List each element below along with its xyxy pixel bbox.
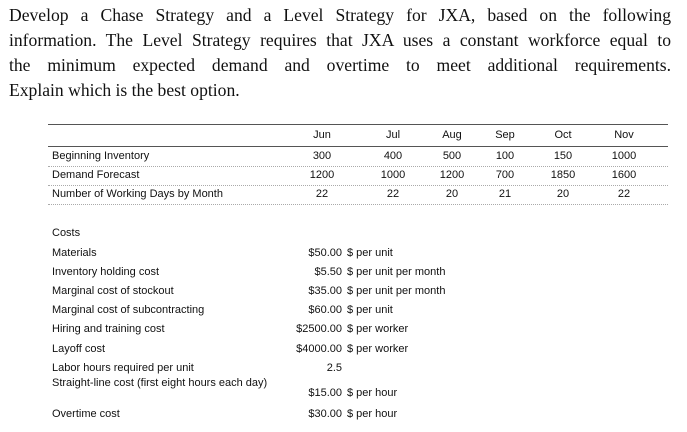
cost-value: $60.00 <box>308 304 342 316</box>
cell: 500 <box>442 150 462 162</box>
cost-value: $50.00 <box>308 247 342 259</box>
intro-line: Explain which is the best option. <box>9 80 240 100</box>
intro-line: information. The Level Strategy requires… <box>9 30 671 50</box>
table-top-rule <box>48 124 668 125</box>
cost-unit: $ per hour <box>347 387 398 399</box>
cell: 300 <box>312 150 332 162</box>
cost-unit: $ per hour <box>347 408 398 420</box>
column-header: Aug <box>442 129 462 141</box>
column-header: Jul <box>385 129 401 141</box>
cell: 1000 <box>380 169 406 181</box>
cost-label: Inventory holding cost <box>52 266 160 278</box>
cost-value: $4000.00 <box>296 343 342 355</box>
row-label: Demand Forecast <box>52 169 140 181</box>
row-divider <box>48 204 668 205</box>
cell: 20 <box>445 188 459 200</box>
cell: 1850 <box>550 169 576 181</box>
column-header: Jun <box>313 129 331 141</box>
cost-unit: $ per unit <box>347 304 393 316</box>
cost-value: $2500.00 <box>296 323 342 335</box>
cell: 400 <box>383 150 403 162</box>
cost-label: Straight-line cost (first eight hours ea… <box>52 377 268 389</box>
cell: 22 <box>617 188 631 200</box>
cell: 22 <box>386 188 400 200</box>
table-header-rule <box>48 146 668 147</box>
cost-unit: $ per unit per month <box>347 266 446 278</box>
cell: 150 <box>553 150 573 162</box>
row-label: Number of Working Days by Month <box>52 188 223 200</box>
cell: 1600 <box>611 169 637 181</box>
cost-unit: $ per unit per month <box>347 285 446 297</box>
intro-line: Develop a Chase Strategy and a Level Str… <box>9 5 671 25</box>
column-header: Nov <box>614 129 634 141</box>
row-divider <box>48 185 668 186</box>
cost-unit: $ per worker <box>347 343 409 355</box>
cost-value: $35.00 <box>308 285 342 297</box>
cost-label: Hiring and training cost <box>52 323 165 335</box>
cell: 1000 <box>611 150 637 162</box>
cell: 100 <box>495 150 515 162</box>
cost-label: Marginal cost of stockout <box>52 285 174 297</box>
column-header: Sep <box>495 129 515 141</box>
cost-value: $15.00 <box>308 387 342 399</box>
cost-label: Labor hours required per unit <box>52 362 194 374</box>
cell: 1200 <box>439 169 465 181</box>
cell: 21 <box>498 188 512 200</box>
cell: 22 <box>315 188 329 200</box>
cost-label: Marginal cost of subcontracting <box>52 304 205 316</box>
intro-line: the minimum expected demand and overtime… <box>9 55 671 75</box>
cost-unit: $ per unit <box>347 247 393 259</box>
cost-value: $30.00 <box>308 408 342 420</box>
cell: 1200 <box>309 169 335 181</box>
costs-title: Costs <box>52 227 81 239</box>
cost-value: 2.5 <box>326 362 342 374</box>
cost-label: Layoff cost <box>52 343 105 355</box>
cost-value: $5.50 <box>314 266 342 278</box>
row-divider <box>48 166 668 167</box>
row-label: Beginning Inventory <box>52 150 150 162</box>
cost-unit: $ per worker <box>347 323 409 335</box>
cell: 700 <box>495 169 515 181</box>
cost-label: Overtime cost <box>52 408 120 420</box>
cell: 20 <box>556 188 570 200</box>
column-header: Oct <box>554 129 572 141</box>
cost-label: Materials <box>52 247 97 259</box>
